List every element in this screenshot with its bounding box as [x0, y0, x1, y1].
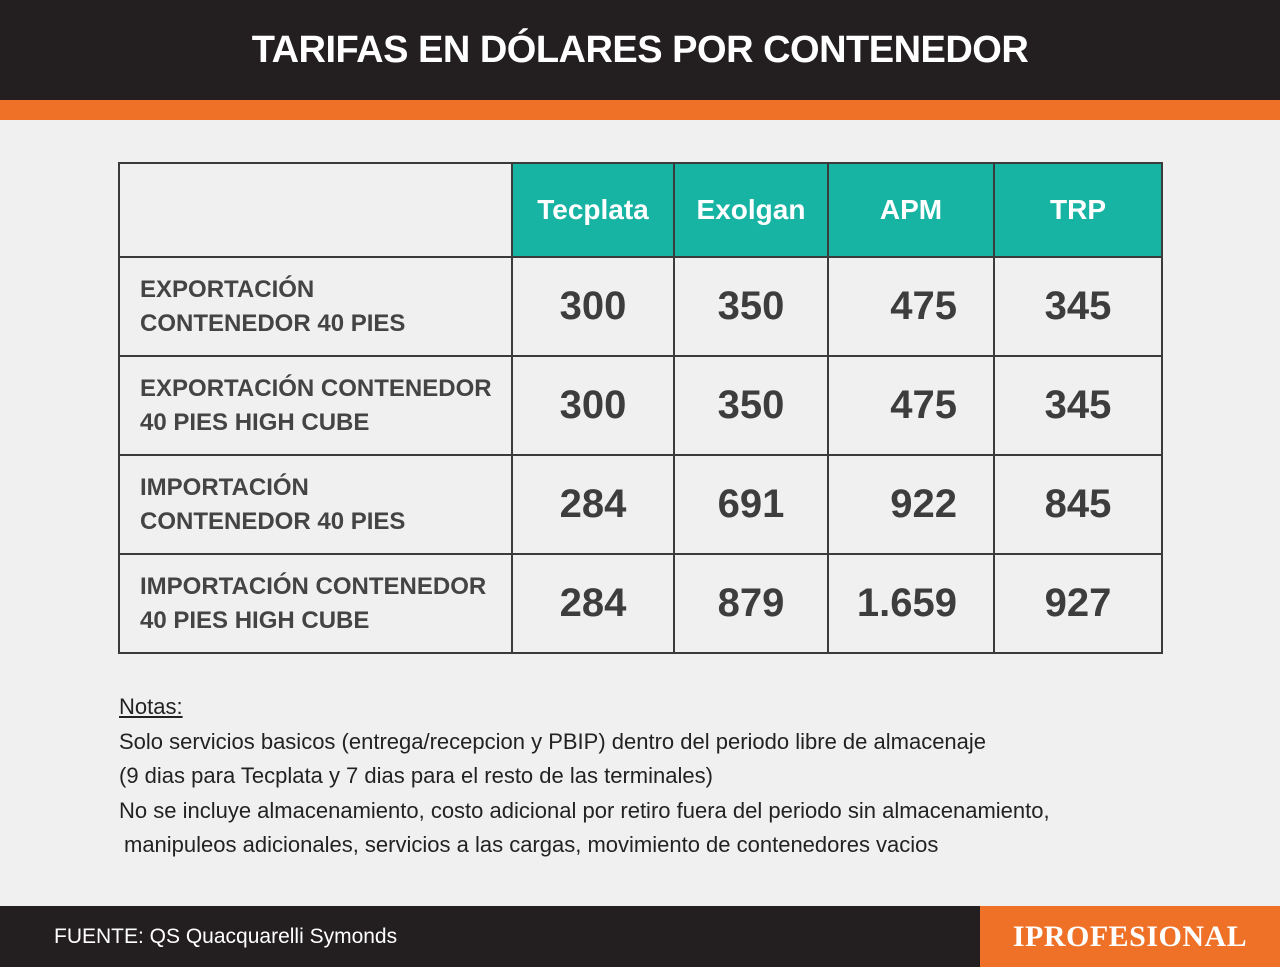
notes-title: Notas: — [119, 694, 183, 719]
table-header-row: Tecplata Exolgan APM TRP — [118, 162, 1163, 258]
footer-bar: FUENTE: QS Quacquarelli Symonds IPROFESI… — [0, 906, 1280, 967]
row-label-line: EXPORTACIÓN — [140, 275, 315, 303]
tariff-table: Tecplata Exolgan APM TRP EXPORTACIÓN CON… — [118, 162, 1163, 654]
value-cell-tecplata: 284 — [511, 553, 675, 654]
value-cell-exolgan: 350 — [673, 256, 829, 357]
value-cell-trp: 345 — [993, 355, 1163, 456]
column-header-exolgan: Exolgan — [673, 162, 829, 258]
row-label-line: IMPORTACIÓN — [140, 473, 309, 501]
row-label: EXPORTACIÓN CONTENEDOR 40 PIES — [118, 256, 513, 357]
column-header-tecplata: Tecplata — [511, 162, 675, 258]
table-row: IMPORTACIÓN CONTENEDOR 40 PIES HIGH CUBE… — [118, 553, 1163, 654]
table-row: EXPORTACIÓN CONTENEDOR 40 PIES HIGH CUBE… — [118, 355, 1163, 456]
table-row: EXPORTACIÓN CONTENEDOR 40 PIES 300 350 4… — [118, 256, 1163, 357]
value-cell-trp: 845 — [993, 454, 1163, 555]
column-header-apm: APM — [827, 162, 995, 258]
row-label-line: IMPORTACIÓN CONTENEDOR — [140, 572, 487, 600]
notes-line: No se incluye almacenamiento, costo adic… — [119, 797, 1050, 823]
value-cell-apm: 922 — [827, 454, 995, 555]
value-cell-tecplata: 300 — [511, 355, 675, 456]
row-label: IMPORTACIÓN CONTENEDOR 40 PIES HIGH CUBE — [118, 553, 513, 654]
header-bar: TARIFAS EN DÓLARES POR CONTENEDOR — [0, 0, 1280, 100]
value-cell-exolgan: 879 — [673, 553, 829, 654]
row-label-line: CONTENEDOR 40 PIES — [140, 507, 406, 535]
source-credit: FUENTE: QS Quacquarelli Symonds — [54, 924, 398, 948]
page-title: TARIFAS EN DÓLARES POR CONTENEDOR — [251, 28, 1029, 71]
notes-line: manipuleos adicionales, servicios a las … — [124, 832, 939, 857]
row-label-line: CONTENEDOR 40 PIES — [140, 309, 406, 337]
accent-stripe — [0, 100, 1280, 120]
row-label: IMPORTACIÓN CONTENEDOR 40 PIES — [118, 454, 513, 555]
value-cell-apm: 475 — [827, 256, 995, 357]
value-cell-tecplata: 300 — [511, 256, 675, 357]
value-cell-apm: 1.659 — [827, 553, 995, 654]
value-cell-exolgan: 691 — [673, 454, 829, 555]
column-header-trp: TRP — [993, 162, 1163, 258]
table-corner-cell — [118, 162, 513, 258]
notes-line: (9 dias para Tecplata y 7 dias para el r… — [119, 763, 713, 788]
brand-logo: IPROFESIONAL — [980, 906, 1280, 967]
notes-line: Solo servicios basicos (entrega/recepcio… — [119, 728, 987, 754]
notes-block: Notas: Solo servicios basicos (entrega/r… — [119, 690, 1219, 863]
row-label-line: 40 PIES HIGH CUBE — [140, 408, 370, 436]
value-cell-exolgan: 350 — [673, 355, 829, 456]
row-label-line: 40 PIES HIGH CUBE — [140, 606, 370, 634]
value-cell-trp: 345 — [993, 256, 1163, 357]
table-row: IMPORTACIÓN CONTENEDOR 40 PIES 284 691 9… — [118, 454, 1163, 555]
value-cell-trp: 927 — [993, 553, 1163, 654]
row-label: EXPORTACIÓN CONTENEDOR 40 PIES HIGH CUBE — [118, 355, 513, 456]
row-label-line: EXPORTACIÓN CONTENEDOR — [140, 374, 492, 402]
value-cell-apm: 475 — [827, 355, 995, 456]
value-cell-tecplata: 284 — [511, 454, 675, 555]
